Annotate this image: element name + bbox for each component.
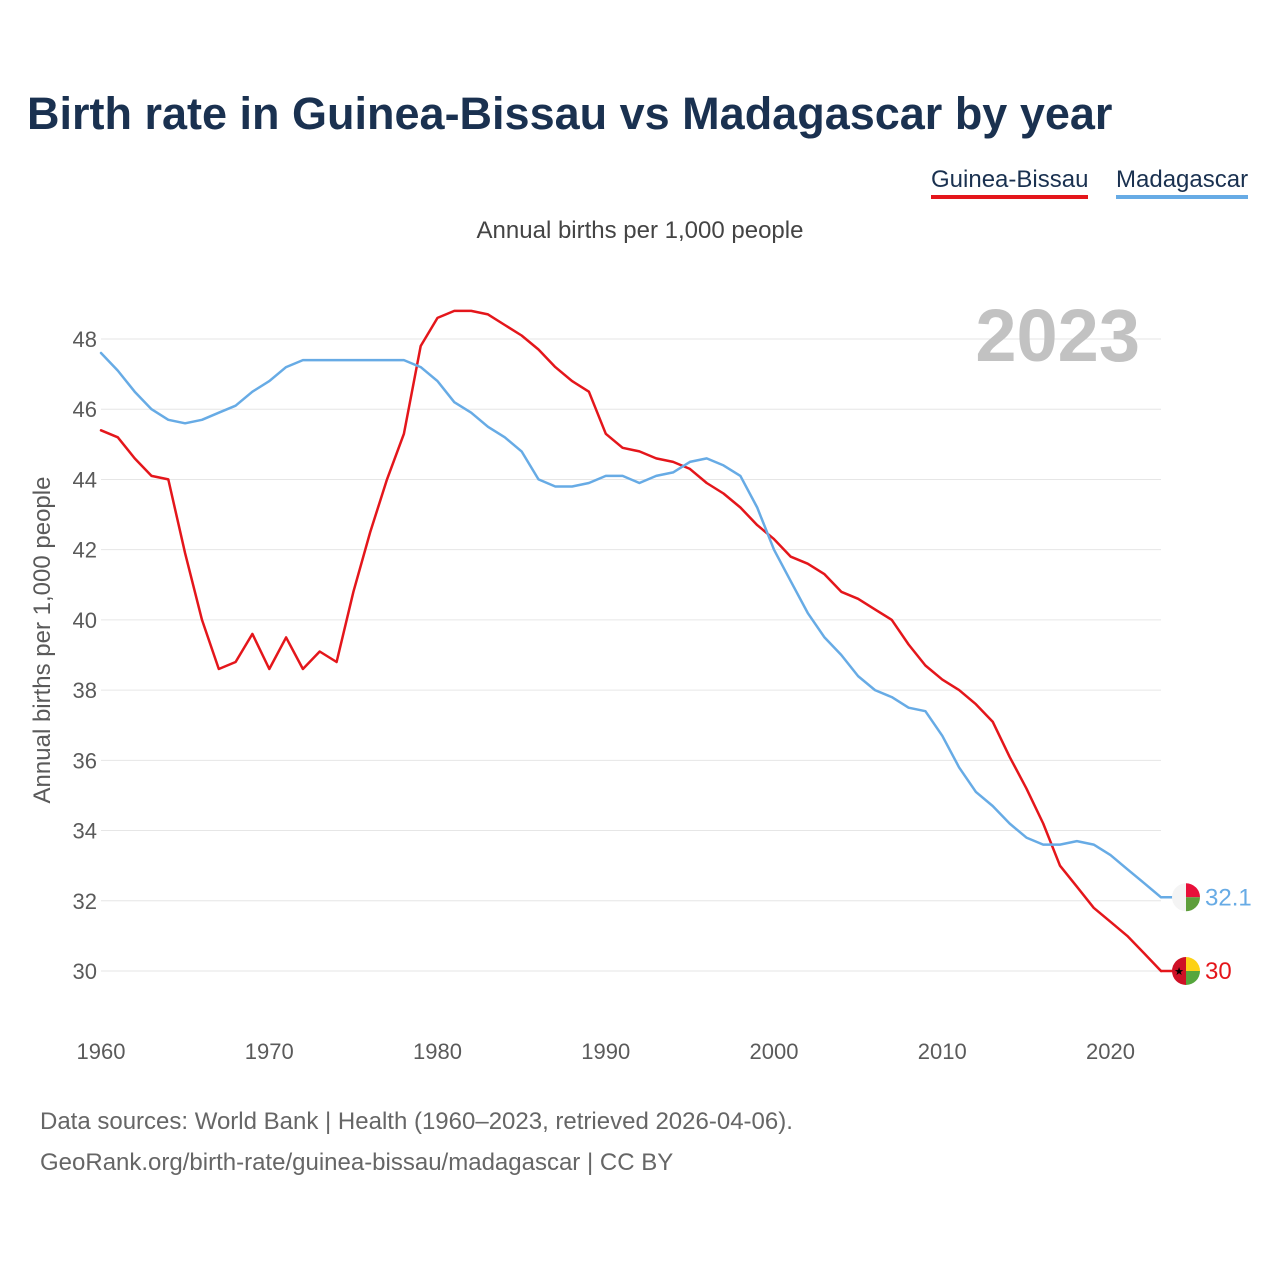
series-lines — [99, 309, 1163, 973]
x-tick-label: 1990 — [581, 1039, 630, 1064]
y-tick-label: 42 — [73, 538, 97, 563]
y-tick-label: 40 — [73, 608, 97, 633]
line-chart: 30 32 34 36 38 40 42 44 46 48 1960 1970 1980 1990 200… — [29, 294, 1252, 1064]
y-tick-label: 44 — [73, 467, 97, 492]
y-tick-label: 34 — [73, 819, 97, 844]
year-label: 2023 — [975, 294, 1140, 377]
x-tick-label: 1980 — [413, 1039, 462, 1064]
end-value-label-madagascar: 32.1 — [1205, 884, 1252, 911]
footer-attribution: GeoRank.org/birth-rate/guinea-bissau/mad… — [40, 1149, 674, 1176]
x-tick-label: 2000 — [750, 1039, 799, 1064]
end-value-label-guinea-bissau: 30 — [1205, 958, 1232, 985]
y-tick-label: 32 — [73, 889, 97, 914]
legend-item-madagascar[interactable]: Madagascar — [1116, 166, 1249, 199]
flag-guinea-bissau-icon: ★ — [1172, 957, 1200, 985]
x-tick-label: 2010 — [918, 1039, 967, 1064]
series-line-madagascar[interactable] — [99, 351, 1163, 899]
flag-madagascar-icon — [1172, 883, 1200, 912]
y-tick-label: 48 — [73, 327, 97, 352]
legend-item-guinea-bissau[interactable]: Guinea-Bissau — [931, 166, 1089, 199]
gridlines — [101, 338, 1161, 972]
series-line-guinea-bissau[interactable] — [99, 309, 1163, 973]
legend-swatch-guinea-bissau — [931, 195, 1089, 199]
chart-title: Birth rate in Guinea-Bissau vs Madagasca… — [27, 88, 1113, 139]
x-tick-label: 1970 — [245, 1039, 294, 1064]
y-tick-label: 36 — [73, 748, 97, 773]
y-tick-label: 38 — [73, 678, 97, 703]
chart-subtitle: Annual births per 1,000 people — [476, 217, 804, 244]
series-end-markers: ★ 30 32.1 — [1161, 883, 1252, 985]
svg-text:★: ★ — [1174, 966, 1184, 978]
x-tick-label: 2020 — [1086, 1039, 1135, 1064]
y-axis-label: Annual births per 1,000 people — [29, 477, 56, 804]
x-axis-ticks: 1960 1970 1980 1990 2000 2010 2020 — [77, 1039, 1135, 1064]
footer-source: Data sources: World Bank | Health (1960–… — [40, 1108, 793, 1135]
x-tick-label: 1960 — [77, 1039, 126, 1064]
y-tick-label: 46 — [73, 397, 97, 422]
legend-label-guinea-bissau: Guinea-Bissau — [931, 166, 1089, 193]
legend-label-madagascar: Madagascar — [1116, 166, 1249, 193]
y-axis-ticks: 30 32 34 36 38 40 42 44 46 48 — [73, 327, 97, 984]
y-tick-label: 30 — [73, 959, 97, 984]
legend-swatch-madagascar — [1116, 195, 1249, 199]
